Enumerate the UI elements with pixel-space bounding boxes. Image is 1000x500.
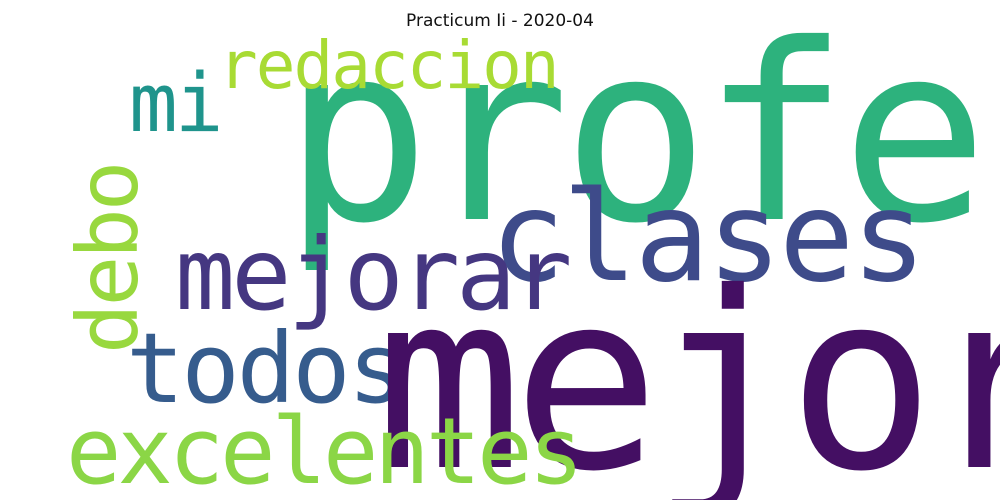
word-mejor: mejor xyxy=(375,240,1000,500)
word-redaccion: redaccion xyxy=(218,27,560,104)
word-clases: clases xyxy=(490,165,927,310)
chart-title: Practicum Ii - 2020-04 xyxy=(406,11,594,31)
word-mejorar: mejorar xyxy=(175,216,572,333)
word-profe: profe xyxy=(283,0,989,277)
word-excelentes: excelentes xyxy=(66,398,584,500)
word-todos: todos xyxy=(126,312,406,425)
word-mi: mi xyxy=(129,57,224,151)
